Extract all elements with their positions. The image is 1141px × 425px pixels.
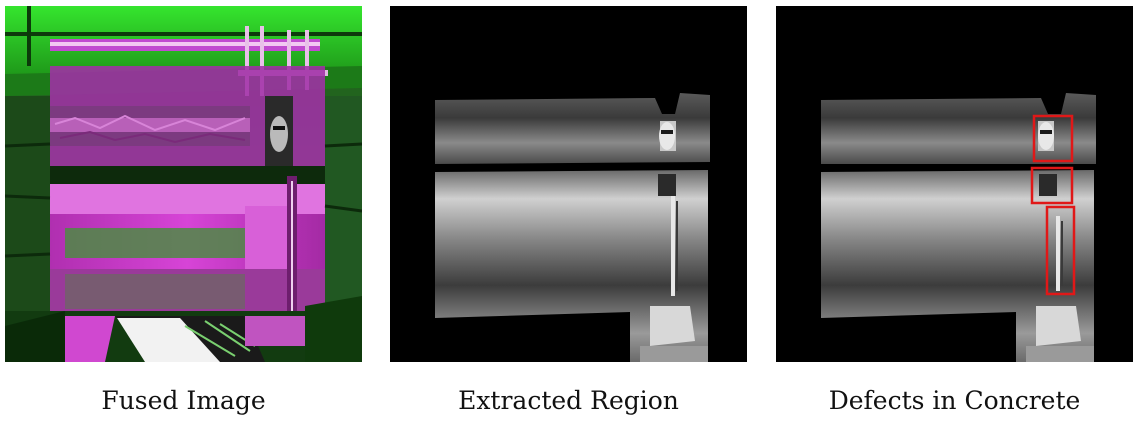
defects-panel [776,6,1133,362]
caption-fused-image: Fused Image [101,386,266,415]
defects-image [776,6,1133,362]
fused-image-panel [5,6,362,362]
caption-extracted-region: Extracted Region [458,386,679,415]
caption-defects-in-concrete: Defects in Concrete [828,386,1081,415]
defect-box [1030,166,1074,205]
fused-image [5,6,362,362]
extracted-region-image [390,6,747,362]
defect-box [1032,114,1074,163]
extracted-region-panel [390,6,747,362]
defect-box [1045,205,1076,296]
